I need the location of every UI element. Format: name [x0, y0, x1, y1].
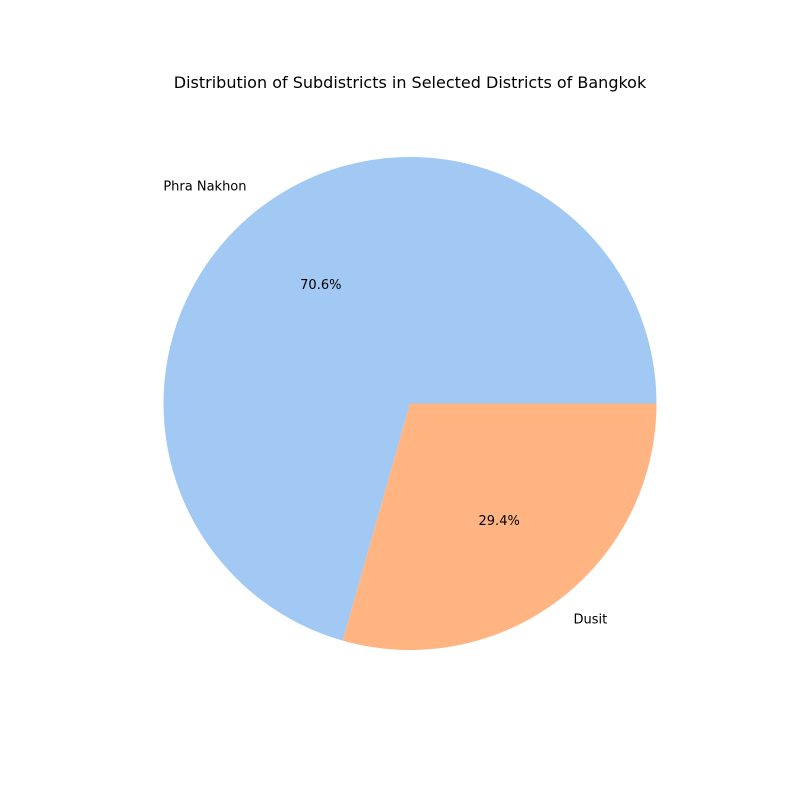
slice-label-phra-nakhon: Phra Nakhon [163, 180, 246, 195]
pie-slice-dusit [342, 403, 657, 651]
slice-label-dusit: Dusit [573, 612, 607, 627]
pie-labels: Phra Nakhon 70.6% Dusit 29.4% [163, 180, 607, 628]
slice-percent-phra-nakhon: 70.6% [300, 278, 341, 293]
chart-title: Distribution of Subdistricts in Selected… [174, 73, 647, 92]
slice-percent-dusit: 29.4% [479, 514, 520, 529]
pie-slices [163, 157, 657, 651]
pie-slice-phra-nakhon [163, 157, 657, 641]
